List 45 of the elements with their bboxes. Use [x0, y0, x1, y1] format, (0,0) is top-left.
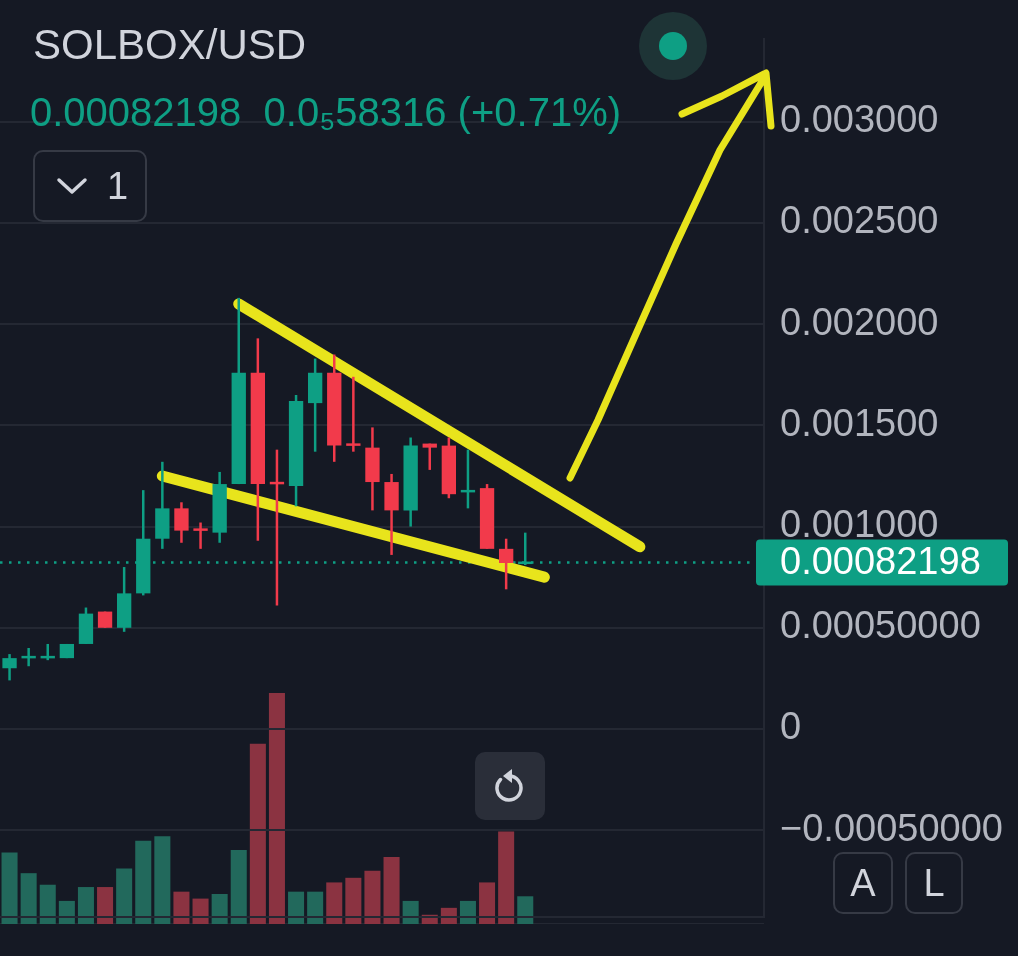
candlestick: [2, 652, 17, 682]
bar: [154, 836, 171, 924]
y-tick-label: −0.00050000: [780, 806, 1003, 849]
bar: [135, 840, 152, 924]
bar: [173, 891, 190, 924]
y-tick-label: 0.002500: [780, 199, 939, 242]
bar: [39, 884, 56, 924]
text: 0.00082198 0.0₅58316 (+0.71%): [30, 89, 622, 136]
bar: [479, 882, 496, 924]
bar: [230, 850, 247, 924]
candlestick: [193, 521, 208, 551]
y-tick-label: 0.00050000: [780, 604, 981, 647]
bar: [345, 877, 362, 924]
y-tick-label: 0.002000: [780, 300, 939, 343]
bar: [498, 831, 515, 924]
bar: [402, 900, 419, 924]
candlestick: [498, 537, 514, 591]
bar: [459, 900, 476, 924]
toggle-button: A: [833, 852, 893, 914]
bar: [77, 887, 94, 924]
bar: [192, 898, 209, 924]
y-tick-label: 0: [780, 705, 802, 748]
candlestick: [346, 375, 361, 453]
candlestick: [174, 501, 189, 545]
bar: [20, 873, 37, 924]
bar: [97, 887, 114, 924]
bar: [326, 882, 343, 924]
candlestick: [422, 442, 437, 472]
bar: [268, 693, 285, 924]
y-tick-label: 0.003000: [780, 98, 939, 141]
y-tick-label: 0.001500: [780, 401, 939, 444]
bar: [288, 891, 305, 924]
bar: [383, 857, 400, 924]
bar: [116, 868, 133, 924]
dropdown-button: 1: [33, 150, 147, 222]
bar: [249, 743, 266, 924]
bar: [517, 896, 534, 924]
bar: [58, 900, 75, 924]
bar: [364, 870, 381, 924]
chart-title: SOLBOX/USD: [33, 20, 307, 70]
annotation: 1: [107, 164, 129, 208]
bar: [211, 893, 228, 924]
toggle-button: L: [905, 852, 963, 914]
bar: [307, 891, 324, 924]
bar: [1, 852, 18, 924]
